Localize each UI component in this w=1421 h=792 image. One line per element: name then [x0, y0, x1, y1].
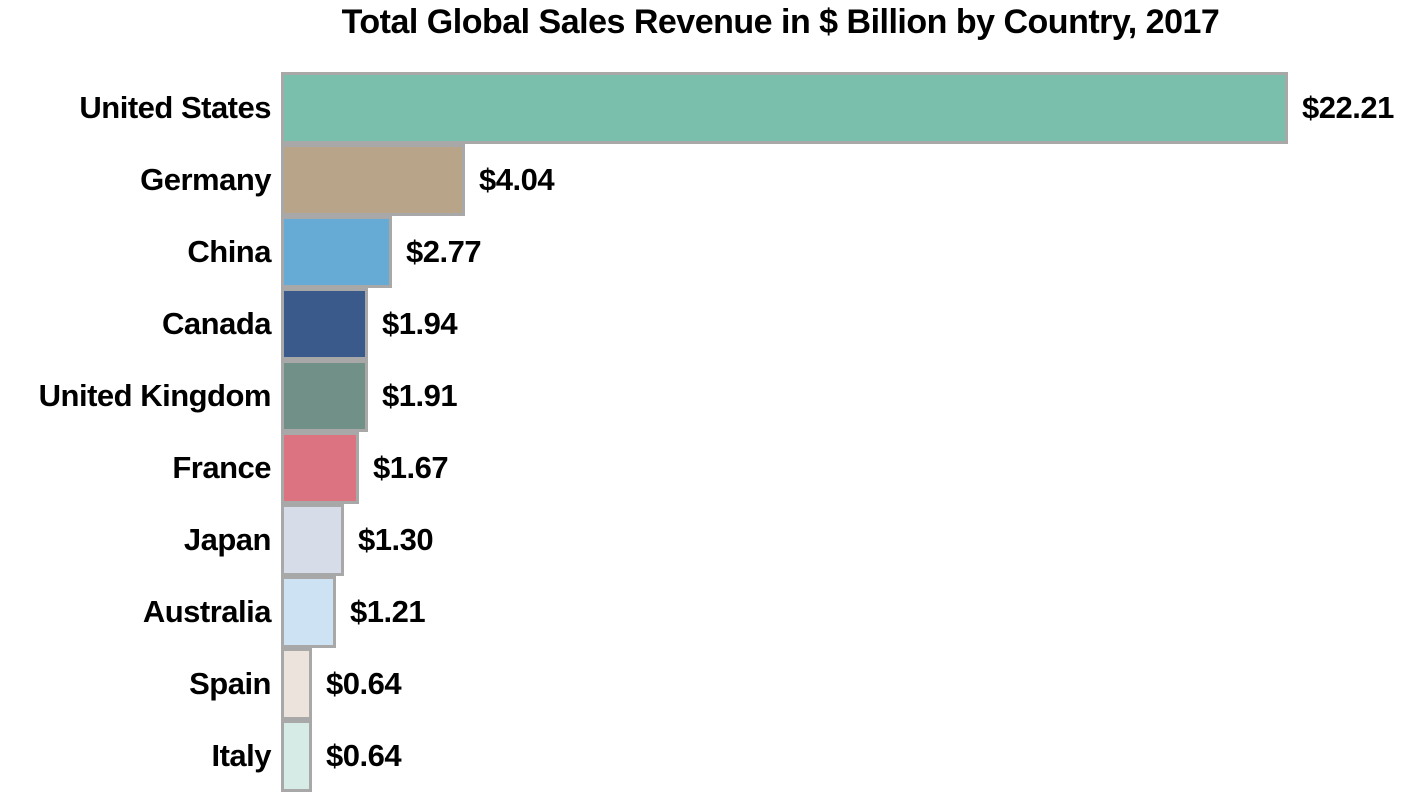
- category-label: France: [172, 450, 271, 485]
- bar-row: Japan $1.30: [0, 504, 1421, 576]
- category-label: United States: [79, 90, 271, 125]
- value-label: $2.77: [406, 234, 482, 269]
- category-label: Spain: [189, 666, 271, 701]
- bar-row: Germany $4.04: [0, 144, 1421, 216]
- bar: [281, 432, 359, 504]
- category-label: Canada: [162, 306, 271, 341]
- bar-row: Canada $1.94: [0, 288, 1421, 360]
- value-label: $1.30: [358, 522, 434, 557]
- bar: [281, 216, 392, 288]
- bar-row: Italy $0.64: [0, 720, 1421, 792]
- value-label: $0.64: [326, 666, 402, 701]
- bar-row: United States $22.21: [0, 72, 1421, 144]
- bar-row: Spain $0.64: [0, 648, 1421, 720]
- bar: [281, 288, 368, 360]
- bar: [281, 72, 1288, 144]
- category-label: United Kingdom: [38, 378, 272, 413]
- chart-title: Total Global Sales Revenue in $ Billion …: [0, 0, 1421, 44]
- bar: [281, 648, 312, 720]
- category-label: China: [187, 234, 271, 269]
- value-label: $0.64: [326, 738, 402, 773]
- value-label: $1.94: [382, 306, 458, 341]
- value-label: $1.67: [373, 450, 449, 485]
- bar-row: Australia $1.21: [0, 576, 1421, 648]
- bar-row: China $2.77: [0, 216, 1421, 288]
- value-label: $4.04: [479, 162, 555, 197]
- category-label: Italy: [211, 738, 271, 773]
- bar: [281, 144, 465, 216]
- bar: [281, 360, 368, 432]
- bar: [281, 720, 312, 792]
- bar-row: France $1.67: [0, 432, 1421, 504]
- bar: [281, 504, 344, 576]
- bar: [281, 576, 336, 648]
- value-label: $22.21: [1302, 90, 1394, 125]
- value-label: $1.91: [382, 378, 458, 413]
- category-label: Australia: [142, 594, 272, 629]
- category-label: Japan: [183, 522, 272, 557]
- value-label: $1.21: [350, 594, 426, 629]
- chart-title-text: Total Global Sales Revenue in $ Billion …: [341, 3, 1220, 41]
- bar-row: United Kingdom $1.91: [0, 360, 1421, 432]
- category-label: Germany: [140, 162, 271, 197]
